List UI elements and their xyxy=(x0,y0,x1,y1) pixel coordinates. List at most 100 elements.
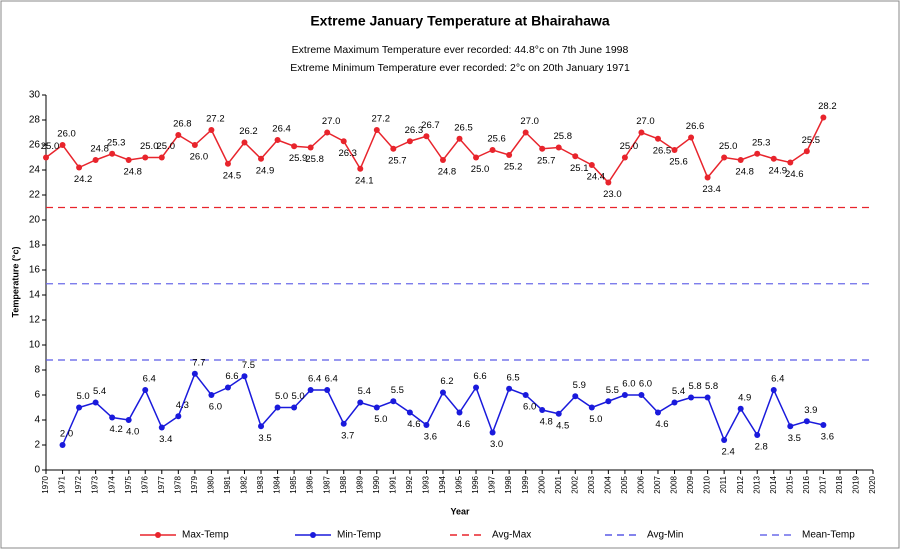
x-tick-label: 2008 xyxy=(670,475,679,493)
data-label: 24.9 xyxy=(769,165,788,176)
x-tick-label: 1978 xyxy=(173,475,182,493)
data-label: 3.5 xyxy=(258,433,271,444)
x-tick-label: 1987 xyxy=(322,475,331,493)
y-tick-label: 10 xyxy=(29,340,41,351)
marker xyxy=(555,410,562,417)
data-label: 25.5 xyxy=(802,135,821,146)
marker xyxy=(191,142,198,148)
data-label: 25.6 xyxy=(487,134,506,145)
data-label: 5.0 xyxy=(374,414,387,425)
data-label: 25.1 xyxy=(570,163,589,174)
marker xyxy=(423,422,430,428)
x-tick-label: 1991 xyxy=(388,475,397,493)
data-label: 26.3 xyxy=(405,125,424,136)
x-tick-label: 1976 xyxy=(140,475,149,493)
marker xyxy=(357,165,364,172)
x-tick-label: 2004 xyxy=(603,475,612,493)
marker xyxy=(522,392,529,398)
x-tick-label: 2012 xyxy=(736,475,745,493)
data-label: 25.0 xyxy=(140,141,159,152)
marker xyxy=(373,404,380,411)
data-label: 25.7 xyxy=(388,155,407,166)
data-label: 5.4 xyxy=(93,386,106,397)
data-label: 6.6 xyxy=(473,371,486,382)
y-tick-label: 26 xyxy=(29,140,41,151)
data-label: 25.2 xyxy=(504,162,523,173)
data-label: 24.8 xyxy=(735,167,754,178)
marker xyxy=(555,144,562,151)
x-tick-label: 2007 xyxy=(653,475,662,493)
subtitle: Extreme Minimum Temperature ever recorde… xyxy=(290,62,630,74)
marker xyxy=(324,387,331,393)
marker xyxy=(704,174,711,181)
data-label: 4.3 xyxy=(176,400,189,411)
x-tick-label: 1972 xyxy=(74,475,83,493)
x-tick-label: 2009 xyxy=(686,475,695,493)
data-label: 28.2 xyxy=(818,101,837,112)
data-label: 6.5 xyxy=(507,372,520,383)
data-label: 24.1 xyxy=(355,175,374,186)
data-label: 6.4 xyxy=(771,374,784,385)
marker xyxy=(803,418,810,425)
x-tick-label: 1999 xyxy=(521,475,530,493)
marker xyxy=(307,387,314,393)
marker xyxy=(406,409,413,416)
marker xyxy=(373,127,380,133)
marker xyxy=(638,392,645,398)
marker xyxy=(489,429,496,436)
marker xyxy=(258,155,265,162)
y-tick-label: 8 xyxy=(34,365,40,376)
data-label: 5.0 xyxy=(76,391,89,402)
x-tick-label: 1988 xyxy=(339,475,348,493)
x-tick-label: 2018 xyxy=(835,475,844,493)
data-label: 26.3 xyxy=(338,148,357,159)
x-tick-label: 1997 xyxy=(488,475,497,493)
marker xyxy=(588,404,595,411)
marker xyxy=(340,420,347,427)
data-label: 4.2 xyxy=(110,424,123,435)
marker xyxy=(224,384,231,391)
data-label: 3.5 xyxy=(788,433,801,444)
marker xyxy=(506,385,513,392)
data-label: 4.6 xyxy=(407,419,420,430)
legend-label: Mean-Temp xyxy=(802,530,855,541)
y-tick-label: 22 xyxy=(29,190,41,201)
x-tick-label: 1992 xyxy=(405,475,414,493)
marker xyxy=(92,157,99,163)
y-tick-label: 4 xyxy=(34,415,40,426)
marker xyxy=(109,150,116,157)
marker xyxy=(274,137,281,143)
marker xyxy=(43,154,49,161)
data-label: 3.4 xyxy=(159,434,172,445)
data-label: 3.6 xyxy=(424,432,437,443)
data-label: 25.3 xyxy=(752,137,771,148)
data-label: 5.4 xyxy=(358,386,371,397)
marker xyxy=(539,145,546,152)
legend-marker xyxy=(310,532,316,538)
marker xyxy=(787,423,794,430)
data-label: 6.6 xyxy=(225,371,238,382)
data-label: 26.4 xyxy=(272,124,291,135)
x-tick-label: 1989 xyxy=(355,475,364,493)
marker xyxy=(621,392,628,398)
data-label: 5.8 xyxy=(688,381,701,392)
data-label: 25.9 xyxy=(289,153,308,164)
data-label: 25.8 xyxy=(553,131,572,142)
chart-title: Extreme January Temperature at Bhairahaw… xyxy=(310,13,610,29)
data-label: 5.5 xyxy=(391,385,404,396)
marker xyxy=(654,409,661,416)
x-tick-label: 2003 xyxy=(587,475,596,493)
x-tick-label: 2010 xyxy=(703,475,712,493)
x-axis-label: Year xyxy=(450,506,470,516)
data-label: 6.2 xyxy=(440,376,453,387)
data-label: 6.0 xyxy=(622,379,635,390)
data-label: 3.0 xyxy=(490,439,503,450)
marker xyxy=(390,145,397,152)
data-label: 27.2 xyxy=(206,114,225,125)
x-tick-label: 2020 xyxy=(868,475,877,493)
marker xyxy=(224,160,231,167)
marker xyxy=(76,404,83,411)
marker xyxy=(671,147,678,153)
marker xyxy=(241,139,248,146)
marker xyxy=(671,399,678,406)
